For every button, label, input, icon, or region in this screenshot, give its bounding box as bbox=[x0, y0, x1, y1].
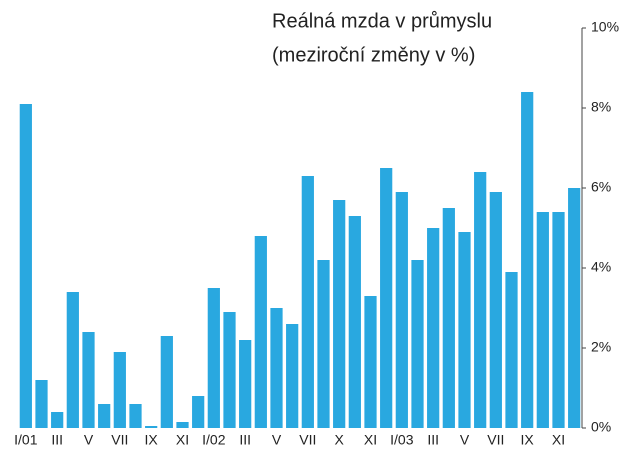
bar bbox=[380, 168, 393, 428]
bar bbox=[333, 200, 346, 428]
x-tick-label: VII bbox=[111, 432, 128, 448]
bar bbox=[207, 288, 220, 428]
bar bbox=[82, 332, 95, 428]
bar bbox=[51, 412, 64, 428]
x-tick-label: III bbox=[239, 432, 251, 448]
bar bbox=[98, 404, 111, 428]
y-tick-label: 10% bbox=[591, 19, 619, 35]
x-tick-label: III bbox=[51, 432, 63, 448]
y-tick-label: 0% bbox=[591, 419, 611, 435]
x-tick-label: IX bbox=[145, 432, 159, 448]
bar bbox=[348, 216, 361, 428]
bar bbox=[552, 212, 565, 428]
bar bbox=[286, 324, 299, 428]
bar bbox=[160, 336, 173, 428]
chart-subtitle: (meziroční změny v %) bbox=[272, 44, 475, 66]
y-tick-label: 4% bbox=[591, 259, 611, 275]
bar bbox=[458, 232, 471, 428]
bar bbox=[145, 426, 158, 428]
bar bbox=[270, 308, 283, 428]
bar bbox=[395, 192, 408, 428]
x-tick-label: I/03 bbox=[390, 432, 414, 448]
bar bbox=[19, 104, 32, 428]
x-tick-label: VII bbox=[487, 432, 504, 448]
bar bbox=[192, 396, 205, 428]
bar bbox=[66, 292, 79, 428]
x-tick-label: IX bbox=[521, 432, 535, 448]
x-tick-label: V bbox=[272, 432, 282, 448]
bar bbox=[536, 212, 549, 428]
x-tick-label: V bbox=[460, 432, 470, 448]
x-tick-label: XI bbox=[364, 432, 377, 448]
bar bbox=[254, 236, 267, 428]
chart-title: Reálná mzda v průmyslu bbox=[272, 10, 492, 32]
x-tick-label: I/01 bbox=[14, 432, 38, 448]
bar bbox=[442, 208, 455, 428]
x-tick-label: X bbox=[334, 432, 344, 448]
bar bbox=[113, 352, 126, 428]
bar bbox=[489, 192, 502, 428]
x-tick-label: III bbox=[427, 432, 439, 448]
bar bbox=[317, 260, 330, 428]
x-tick-label: I/02 bbox=[202, 432, 226, 448]
x-tick-label: V bbox=[84, 432, 94, 448]
y-tick-label: 6% bbox=[591, 179, 611, 195]
x-tick-label: VII bbox=[299, 432, 316, 448]
y-tick-label: 2% bbox=[591, 339, 611, 355]
x-tick-label: XI bbox=[176, 432, 189, 448]
bar bbox=[474, 172, 487, 428]
bar bbox=[364, 296, 377, 428]
bar bbox=[411, 260, 424, 428]
bar bbox=[239, 340, 252, 428]
x-tick-label: XI bbox=[552, 432, 565, 448]
bar bbox=[427, 228, 440, 428]
bar bbox=[301, 176, 314, 428]
bar bbox=[176, 422, 189, 428]
bar bbox=[521, 92, 534, 428]
bar bbox=[129, 404, 142, 428]
bar bbox=[505, 272, 518, 428]
bar bbox=[568, 188, 581, 428]
bar bbox=[35, 380, 48, 428]
bar bbox=[223, 312, 236, 428]
y-tick-label: 8% bbox=[591, 99, 611, 115]
